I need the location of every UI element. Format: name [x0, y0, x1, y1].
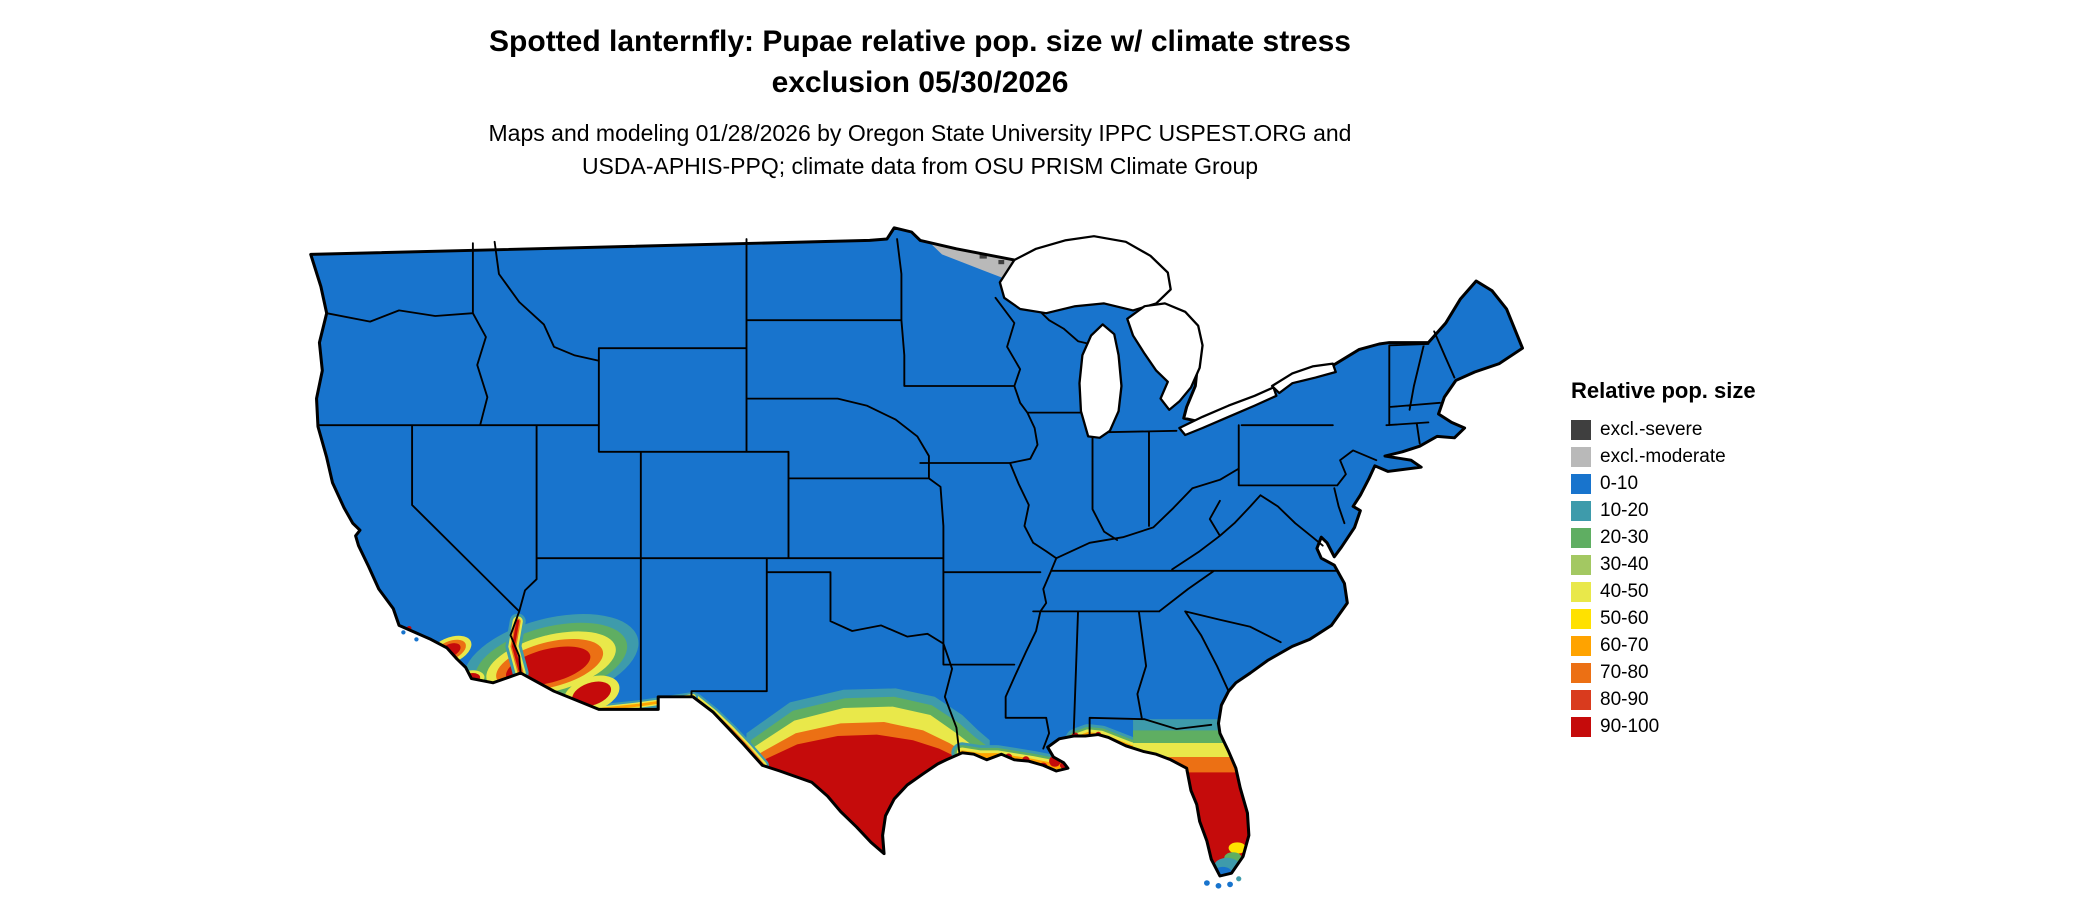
- hot-region-texas: [739, 688, 990, 876]
- legend: Relative pop. size excl.-severe excl.-mod…: [1571, 378, 1831, 740]
- legend-item-label: 30-40: [1600, 553, 1649, 575]
- legend-item-label: 40-50: [1600, 580, 1649, 602]
- lake-erie: [1178, 386, 1278, 437]
- legend-swatch: [1571, 689, 1591, 710]
- legend-title: Relative pop. size: [1571, 378, 1756, 403]
- legend-item: 60-70: [1571, 632, 1831, 659]
- page-subtitle: Maps and modeling 01/28/2026 by Oregon S…: [270, 117, 1570, 184]
- legend-item-label: excl.-severe: [1600, 418, 1703, 440]
- legend-item: 70-80: [1571, 659, 1831, 686]
- map-container: [276, 218, 1550, 904]
- legend-item: 80-90: [1571, 686, 1831, 713]
- legend-item-label: 70-80: [1600, 661, 1649, 683]
- legend-item: 10-20: [1571, 497, 1831, 524]
- legend-swatch: [1571, 446, 1591, 467]
- subtitle-line-2: USDA-APHIS-PPQ; climate data from OSU PR…: [581, 153, 1259, 180]
- legend-item-label: 90-100: [1600, 715, 1660, 737]
- legend-swatch: [1571, 500, 1591, 521]
- legend-items: excl.-severe excl.-moderate 0-10 10-20 20-30…: [1571, 416, 1831, 740]
- legend-item: 90-100: [1571, 713, 1831, 740]
- great-lakes: [998, 235, 1337, 439]
- legend-item: 20-30: [1571, 524, 1831, 551]
- legend-item-label: 60-70: [1600, 634, 1649, 656]
- state-borders: [317, 238, 1456, 754]
- legend-swatch: [1571, 608, 1591, 629]
- legend-swatch: [1571, 662, 1591, 683]
- offshore-islands: [401, 630, 1242, 889]
- legend-swatch: [1571, 554, 1591, 575]
- legend-swatch: [1571, 473, 1591, 494]
- legend-item: excl.-severe: [1571, 416, 1831, 443]
- page-title: Spotted lanternfly: Pupae relative pop. …: [270, 22, 1570, 103]
- title-line-2: exclusion 05/30/2026: [771, 65, 1069, 99]
- title-line-1: Spotted lanternfly: Pupae relative pop. …: [489, 25, 1351, 58]
- lake-superior: [998, 235, 1172, 315]
- lake-michigan: [1078, 323, 1123, 439]
- legend-item: 30-40: [1571, 551, 1831, 578]
- hot-region-florida: [1133, 719, 1273, 876]
- legend-item: 50-60: [1571, 605, 1831, 632]
- lake-ontario: [1270, 362, 1337, 395]
- legend-swatch: [1571, 419, 1591, 440]
- legend-swatch: [1571, 716, 1591, 737]
- legend-item-label: 80-90: [1600, 688, 1649, 710]
- legend-item-label: 10-20: [1600, 499, 1649, 521]
- legend-swatch: [1571, 527, 1591, 548]
- legend-item: 40-50: [1571, 578, 1831, 605]
- legend-swatch: [1571, 581, 1591, 602]
- legend-item: 0-10: [1571, 470, 1831, 497]
- title-block: Spotted lanternfly: Pupae relative pop. …: [270, 22, 1570, 184]
- legend-item: excl.-moderate: [1571, 443, 1831, 470]
- legend-item-label: excl.-moderate: [1600, 445, 1726, 467]
- legend-swatch: [1571, 635, 1591, 656]
- us-map: [309, 226, 1525, 889]
- subtitle-line-1: Maps and modeling 01/28/2026 by Oregon S…: [488, 120, 1352, 146]
- legend-item-label: 50-60: [1600, 607, 1649, 629]
- legend-item-label: 20-30: [1600, 526, 1649, 548]
- legend-item-label: 0-10: [1600, 472, 1639, 494]
- lake-huron: [1126, 302, 1204, 411]
